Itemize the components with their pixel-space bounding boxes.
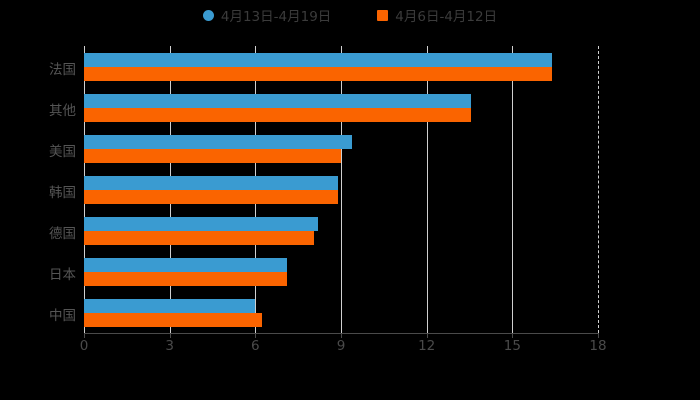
gridline-x-15 (512, 46, 514, 333)
bar[interactable] (84, 312, 263, 327)
y-axis-tick-label: 中国 (49, 307, 76, 324)
bar-group (84, 93, 598, 122)
bar[interactable] (84, 230, 314, 245)
bar-group (84, 52, 598, 81)
x-axis-tick-mark (84, 333, 85, 338)
bar-group (84, 216, 598, 245)
y-axis-tick-label: 其他 (49, 102, 76, 119)
bar[interactable] (84, 175, 339, 190)
x-axis-labels: 0 3 6 9 12 15 18 (0, 336, 700, 360)
x-axis-tick-mark (169, 333, 171, 338)
bar-group (84, 257, 598, 286)
bar-group (84, 298, 598, 327)
y-axis-tick-label: 法国 (49, 61, 76, 78)
bar[interactable] (84, 134, 353, 149)
gridline-x-9 (341, 46, 342, 333)
bar-group (84, 134, 598, 163)
bar[interactable] (84, 298, 256, 313)
x-axis-tick-label: 12 (418, 338, 436, 354)
chart-legend: 4月13日-4月19日 4月6日-4月12日 (0, 0, 700, 30)
gridline-x-18 (598, 46, 599, 333)
x-axis-tick-mark (255, 333, 257, 338)
y-axis-labels: 法国其他美国韩国德国日本中国 (0, 46, 76, 333)
x-axis-tick-mark (598, 333, 599, 338)
y-axis-tick-label: 德国 (49, 225, 76, 242)
x-axis-tick-label: 6 (251, 338, 260, 354)
x-axis-tick-label: 15 (503, 338, 521, 354)
bar-group (84, 175, 598, 204)
x-axis-tick-label: 3 (165, 338, 174, 354)
bar[interactable] (84, 216, 319, 231)
x-axis-tick-mark (512, 333, 514, 338)
gridline-x-12 (426, 46, 428, 333)
legend-marker-circle-icon (202, 9, 214, 21)
bar[interactable] (84, 93, 471, 108)
x-axis-tick-label: 18 (589, 338, 607, 354)
legend-item-series-1[interactable]: 4月6日-4月12日 (377, 5, 497, 25)
bar[interactable] (84, 257, 287, 272)
bar[interactable] (84, 52, 553, 67)
legend-label-series-1: 4月6日-4月12日 (395, 9, 498, 25)
x-axis-tick-mark (426, 333, 428, 338)
bar[interactable] (84, 271, 287, 286)
x-axis-tick-label: 0 (79, 338, 89, 354)
legend-item-series-0[interactable]: 4月13日-4月19日 (202, 5, 332, 25)
bar[interactable] (84, 189, 339, 204)
y-axis-tick-label: 韩国 (49, 184, 76, 201)
bar[interactable] (84, 66, 553, 81)
bar[interactable] (84, 107, 471, 122)
legend-label-series-0: 4月13日-4月19日 (220, 9, 332, 25)
y-axis-tick-label: 美国 (49, 143, 76, 160)
bar[interactable] (84, 148, 341, 163)
y-axis-tick-label: 日本 (49, 266, 76, 283)
legend-marker-square-icon (377, 9, 389, 21)
x-axis-tick-mark (341, 333, 342, 338)
x-axis-tick-label: 9 (336, 338, 346, 354)
plot-area (84, 46, 599, 333)
